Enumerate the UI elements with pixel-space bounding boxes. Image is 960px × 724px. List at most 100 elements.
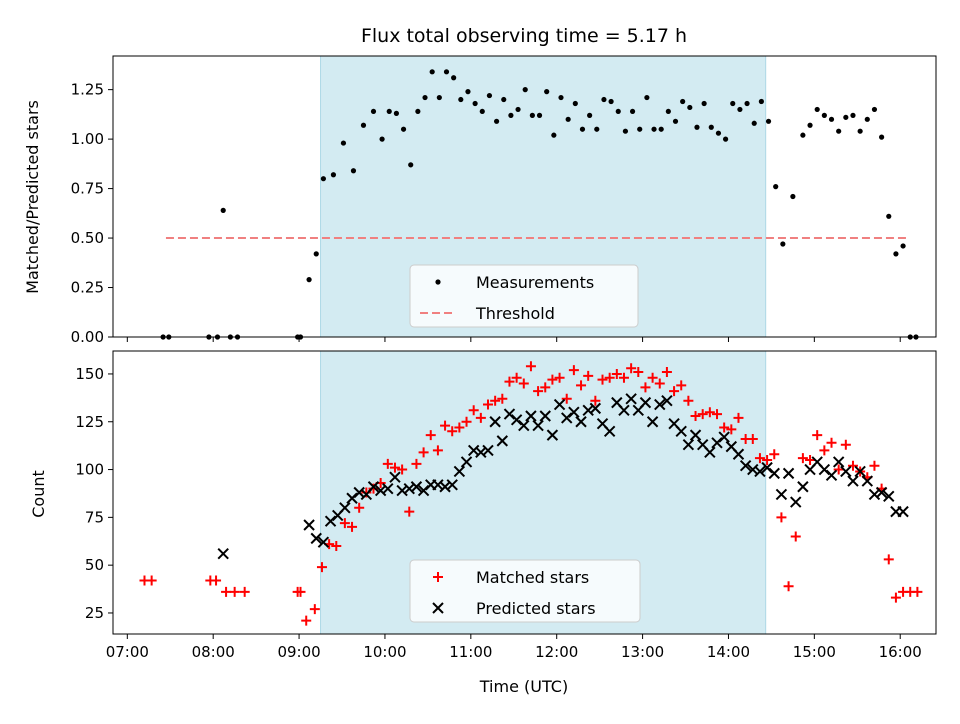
measurement-point bbox=[422, 94, 428, 101]
x-tick-label: 08:00 bbox=[192, 643, 235, 661]
predicted-star-point bbox=[568, 406, 580, 418]
matched-star-point bbox=[683, 395, 694, 406]
matched-star-point bbox=[316, 562, 327, 573]
measurement-point bbox=[393, 110, 399, 116]
predicted-star-point bbox=[689, 429, 702, 441]
predicted-star-point bbox=[432, 479, 444, 491]
predicted-star-point bbox=[475, 446, 487, 459]
predicted-star-point bbox=[675, 425, 687, 438]
predicted-star-point bbox=[403, 482, 415, 495]
measurement-point bbox=[429, 69, 435, 75]
measurement-point bbox=[565, 116, 571, 122]
matched-star-point bbox=[504, 376, 515, 387]
matched-star-point bbox=[626, 363, 637, 374]
predicted-star-point bbox=[518, 419, 530, 432]
measurement-point bbox=[644, 94, 650, 101]
matched-star-point bbox=[301, 615, 312, 626]
y-tick-label: 1.25 bbox=[71, 81, 104, 99]
y-tick-label: 0.25 bbox=[71, 279, 104, 297]
predicted-star-point bbox=[589, 402, 602, 415]
predicted-star-point bbox=[453, 465, 466, 478]
predicted-star-point bbox=[818, 463, 831, 476]
matched-star-point bbox=[790, 531, 801, 542]
predicted-star-point bbox=[618, 404, 630, 416]
predicted-star-point bbox=[467, 444, 480, 457]
measurement-point bbox=[486, 92, 493, 99]
matched-star-point bbox=[618, 372, 629, 383]
matched-star-point bbox=[425, 430, 436, 441]
measurement-point bbox=[608, 98, 614, 105]
matched-star-point bbox=[354, 502, 365, 513]
matched-star-point bbox=[547, 374, 558, 385]
matched-star-point bbox=[483, 399, 494, 410]
matched-star-point bbox=[368, 483, 379, 494]
matched-star-point bbox=[869, 460, 880, 471]
measurement-point bbox=[529, 112, 535, 118]
predicted-star-point bbox=[825, 469, 838, 481]
matched-star-point bbox=[747, 433, 758, 444]
predicted-star-point bbox=[539, 410, 551, 422]
bottom-panel: 25 50 75 100 125 150 07:00 08:00 09:00 10:00 11:00… bbox=[75, 350, 937, 661]
measurement-point bbox=[879, 134, 885, 140]
y-axis-label-bottom: Count bbox=[29, 470, 48, 518]
legend-marker bbox=[433, 572, 443, 582]
x-tick-label: 09:00 bbox=[277, 643, 320, 661]
predicted-star-point bbox=[503, 408, 516, 420]
matched-star-point bbox=[309, 604, 320, 615]
matched-star-point bbox=[497, 393, 508, 404]
measurement-point bbox=[629, 108, 636, 115]
legend-label: Matched stars bbox=[476, 568, 589, 587]
predicted-star-point bbox=[561, 412, 573, 424]
measurement-point bbox=[821, 112, 827, 118]
matched-star-point bbox=[769, 449, 780, 460]
legend-marker bbox=[432, 602, 444, 614]
measurement-point bbox=[886, 213, 892, 219]
measurement-point bbox=[773, 184, 779, 190]
series-predicted-stars bbox=[217, 393, 909, 560]
predicted-star-point bbox=[410, 481, 423, 493]
y-tick-label: 100 bbox=[75, 461, 104, 479]
measurement-point bbox=[744, 100, 750, 107]
matched-star-point bbox=[805, 454, 816, 465]
predicted-star-point bbox=[761, 461, 773, 474]
measurement-point bbox=[658, 126, 664, 132]
matched-star-point bbox=[561, 393, 572, 404]
predicted-star-point bbox=[732, 448, 745, 460]
matched-star-point bbox=[461, 416, 472, 427]
matched-star-point bbox=[331, 541, 342, 552]
measurement-point bbox=[572, 100, 578, 107]
predicted-star-point bbox=[553, 398, 566, 411]
measurement-point bbox=[665, 108, 671, 115]
matched-star-point bbox=[776, 512, 787, 523]
matched-star-point bbox=[883, 554, 894, 565]
predicted-star-point bbox=[682, 438, 695, 451]
matched-star-point bbox=[754, 453, 765, 464]
matched-star-point bbox=[611, 368, 622, 379]
matched-star-point bbox=[511, 372, 522, 383]
measurement-point bbox=[544, 89, 550, 95]
matched-star-point bbox=[339, 518, 350, 529]
predicted-star-point bbox=[460, 456, 473, 468]
matched-star-point bbox=[468, 405, 479, 416]
predicted-star-point bbox=[754, 465, 766, 478]
measurement-point bbox=[843, 114, 849, 120]
matched-star-point bbox=[397, 464, 408, 475]
matched-star-point bbox=[554, 372, 565, 383]
measurement-point bbox=[790, 193, 796, 200]
measurement-point bbox=[687, 104, 693, 111]
matched-star-point bbox=[583, 370, 594, 381]
y-tick-label: 75 bbox=[85, 508, 104, 526]
measurement-point bbox=[536, 112, 543, 118]
predicted-star-point bbox=[875, 486, 888, 499]
matched-star-point bbox=[540, 382, 551, 393]
predicted-star-point bbox=[603, 425, 616, 438]
matched-star-point bbox=[239, 586, 250, 597]
measurement-point bbox=[850, 112, 856, 118]
predicted-star-point bbox=[525, 410, 537, 422]
matched-star-point bbox=[890, 592, 901, 603]
matched-star-point bbox=[525, 361, 536, 372]
predicted-star-point bbox=[575, 416, 587, 428]
legend: Measurements Threshold bbox=[409, 264, 639, 328]
predicted-star-point bbox=[897, 505, 909, 518]
